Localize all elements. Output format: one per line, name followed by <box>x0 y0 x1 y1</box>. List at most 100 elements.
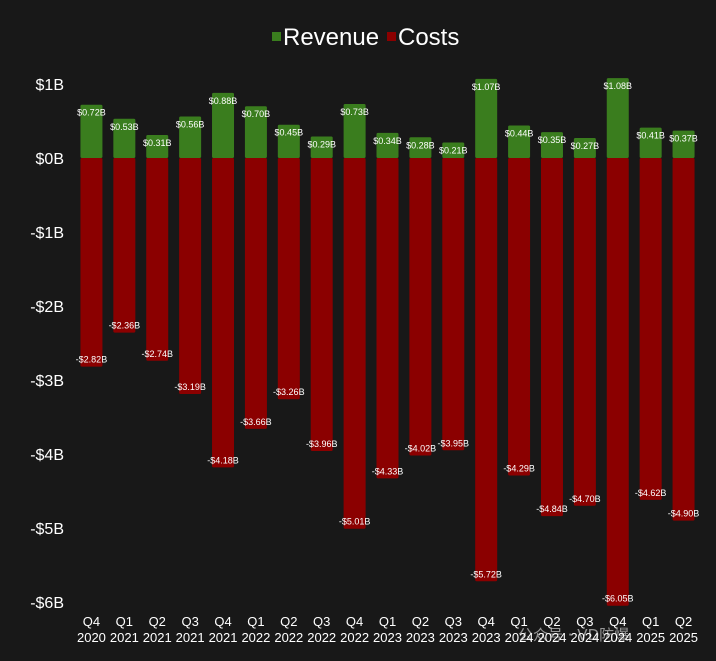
revenue-value-label: $0.29B <box>307 140 336 150</box>
x-tick-year: 2022 <box>340 630 369 645</box>
revenue-value-label: $0.70B <box>242 109 271 119</box>
revenue-value-label: $0.88B <box>209 96 238 106</box>
x-tick-quarter: Q4 <box>609 614 626 629</box>
revenue-bar <box>475 78 498 158</box>
costs-bar <box>80 158 103 367</box>
x-tick-quarter: Q2 <box>543 614 560 629</box>
costs-value-label: -$3.66B <box>240 417 272 427</box>
revenue-value-label: $0.35B <box>538 135 567 145</box>
costs-bar <box>212 158 235 468</box>
x-tick-quarter: Q2 <box>280 614 297 629</box>
x-tick-quarter: Q1 <box>116 614 133 629</box>
costs-value-label: -$3.19B <box>174 382 206 392</box>
legend: Revenue Costs <box>272 24 459 51</box>
x-tick-quarter: Q2 <box>149 614 166 629</box>
costs-bar <box>244 158 267 429</box>
y-axis: $1B $0B -$1B -$2B -$3B -$4B -$5B -$6B <box>30 77 64 612</box>
revenue-value-label: $0.37B <box>669 134 698 144</box>
costs-bar <box>540 158 563 517</box>
y-tick-label: -$3B <box>30 373 64 390</box>
x-tick-quarter: Q3 <box>181 614 198 629</box>
bar-labels: $0.72B -$2.82B $0.53B -$2.36B $0.31B -$2.74B $… <box>76 81 700 604</box>
revenue-value-label: $0.45B <box>275 128 304 138</box>
y-tick-label: -$2B <box>30 299 64 316</box>
revenue-bar <box>606 78 629 158</box>
revenue-bar <box>277 124 300 158</box>
x-tick-quarter: Q4 <box>214 614 231 629</box>
costs-value-label: -$6.05B <box>602 594 634 604</box>
revenue-bar <box>573 138 596 158</box>
legend-swatch-costs <box>387 32 396 41</box>
revenue-value-label: $0.27B <box>571 141 600 151</box>
revenue-value-label: $0.31B <box>143 138 172 148</box>
y-tick-label: -$6B <box>30 595 64 612</box>
x-tick-year: 2020 <box>77 630 106 645</box>
costs-value-label: -$3.26B <box>273 387 305 397</box>
costs-bar <box>573 158 596 506</box>
revenue-bar <box>244 106 267 158</box>
revenue-bar <box>442 142 465 158</box>
revenue-value-label: $1.08B <box>603 81 632 91</box>
x-tick-year: 2023 <box>373 630 402 645</box>
costs-bar <box>146 158 169 361</box>
revenue-value-label: $0.72B <box>77 108 106 118</box>
x-tick-quarter: Q1 <box>510 614 527 629</box>
watermark: 公众号 · VD防爆 <box>518 626 629 644</box>
costs-bar <box>442 158 465 451</box>
x-tick-year: 2021 <box>143 630 172 645</box>
costs-bar <box>376 158 399 479</box>
revenue-bar <box>310 136 333 158</box>
costs-value-label: -$4.84B <box>536 504 568 514</box>
costs-value-label: -$4.62B <box>635 488 667 498</box>
costs-value-label: -$4.33B <box>372 466 404 476</box>
revenue-bar <box>80 104 103 158</box>
revenue-bar <box>672 130 695 158</box>
x-tick-year: 2022 <box>241 630 270 645</box>
costs-value-label: -$4.29B <box>503 463 535 473</box>
x-tick-year: 2023 <box>472 630 501 645</box>
costs-bar <box>113 158 136 333</box>
x-tick-year: 2023 <box>406 630 435 645</box>
y-tick-label: $0B <box>36 151 64 168</box>
revenue-value-label: $0.44B <box>505 128 534 138</box>
x-tick-quarter: Q1 <box>247 614 264 629</box>
costs-value-label: -$2.74B <box>141 349 173 359</box>
x-tick-year: 2021 <box>209 630 238 645</box>
costs-bar <box>343 158 366 529</box>
costs-value-label: -$5.01B <box>339 517 371 527</box>
y-tick-label: $1B <box>36 77 64 94</box>
revenue-value-label: $0.28B <box>406 140 435 150</box>
x-tick-year: 2024 <box>538 630 567 645</box>
y-tick-label: -$5B <box>30 521 64 538</box>
x-tick-quarter: Q1 <box>642 614 659 629</box>
costs-bar <box>409 158 432 456</box>
revenue-bar <box>146 135 169 158</box>
revenue-bar <box>343 103 366 158</box>
costs-value-label: -$5.72B <box>470 569 502 579</box>
revenue-bar <box>212 92 235 158</box>
x-tick-quarter: Q1 <box>379 614 396 629</box>
costs-bar <box>606 158 629 606</box>
costs-value-label: -$4.90B <box>668 509 700 519</box>
legend-swatch-revenue <box>272 32 281 41</box>
y-tick-label: -$4B <box>30 447 64 464</box>
costs-value-label: -$4.70B <box>569 494 601 504</box>
revenue-bar <box>179 116 202 158</box>
costs-bar <box>672 158 695 521</box>
revenue-value-label: $0.53B <box>110 122 139 132</box>
revenue-bar <box>409 137 432 158</box>
revenue-value-label: $0.73B <box>340 107 369 117</box>
x-tick-year: 2024 <box>603 630 632 645</box>
revenue-value-label: $0.56B <box>176 120 205 130</box>
x-tick-quarter: Q4 <box>346 614 363 629</box>
x-tick-year: 2025 <box>636 630 665 645</box>
x-tick-year: 2023 <box>439 630 468 645</box>
costs-bar <box>639 158 662 500</box>
costs-value-label: -$3.95B <box>438 438 470 448</box>
revenue-bar <box>540 132 563 158</box>
x-tick-year: 2022 <box>307 630 336 645</box>
revenue-bar <box>639 127 662 158</box>
costs-value-label: -$2.82B <box>76 355 108 365</box>
